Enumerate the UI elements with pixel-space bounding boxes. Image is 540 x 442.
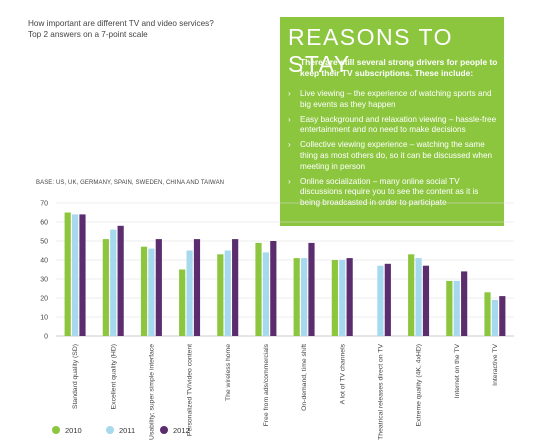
bar-2010 <box>255 242 262 336</box>
legend-item-2010: 2010 <box>52 426 82 435</box>
bar-2012 <box>422 265 430 336</box>
bar-2010 <box>179 269 186 336</box>
bar-2010 <box>140 246 148 336</box>
x-tick-label: Usability; super simple interface <box>148 344 155 440</box>
x-tick-label: Interactive TV <box>492 344 499 386</box>
arrow-right-icon: › <box>288 140 291 150</box>
bar-2010 <box>102 239 109 336</box>
callout-item-text: Live viewing – the experience of watchin… <box>300 89 492 109</box>
bar-2011 <box>262 252 270 336</box>
bar-2011 <box>148 248 155 336</box>
y-tick-label: 40 <box>40 258 48 265</box>
x-tick-label: Free from ads/commercials <box>263 343 270 426</box>
bar-2012 <box>155 239 162 336</box>
bar-2011 <box>186 250 193 336</box>
x-tick-label: Internet on the TV <box>454 344 461 399</box>
bar-2012 <box>499 296 506 336</box>
legend-swatch <box>106 426 114 434</box>
x-tick-label: The wireless home <box>225 344 232 401</box>
callout-item-text: Easy background and relaxation viewing –… <box>300 114 497 135</box>
bar-2011 <box>71 214 79 336</box>
callout-title: REASONS TO STAY <box>288 24 453 77</box>
bar-2012 <box>79 214 86 336</box>
bar-2010 <box>446 280 453 336</box>
bar-2011 <box>415 258 422 336</box>
x-tick-label: Extreme quality (4K, 4xHD) <box>416 344 423 426</box>
callout-item: › Collective viewing experience – watchin… <box>288 140 500 172</box>
bar-2010 <box>331 260 338 336</box>
legend-item-2011: 2011 <box>106 426 135 435</box>
x-tick-label: A lot of TV channels <box>339 343 346 404</box>
question-line-2: Top 2 answers on a 7-point scale <box>28 30 148 39</box>
arrow-right-icon: › <box>288 89 291 98</box>
bar-2012 <box>193 239 201 336</box>
legend-label: 2012 <box>173 426 190 435</box>
y-tick-label: 50 <box>40 239 48 246</box>
legend-swatch <box>52 426 60 434</box>
bar-2012 <box>308 242 315 336</box>
bar-2011 <box>453 280 460 336</box>
bar-2010 <box>408 254 415 336</box>
y-tick-label: 30 <box>40 277 48 284</box>
question-line-1: How important are different TV and video… <box>28 19 214 28</box>
bar-2010 <box>293 258 300 336</box>
legend-label: 2010 <box>65 426 82 435</box>
bar-2012 <box>270 241 277 336</box>
legend-swatch <box>160 426 168 434</box>
bar-2010 <box>217 254 224 336</box>
bar-2012 <box>232 239 239 336</box>
callout-item-text: Collective viewing experience – watching… <box>300 140 493 171</box>
arrow-right-icon: › <box>288 176 291 186</box>
base-note: BASE: US, UK, GERMANY, SPAIN, SWEDEN, CH… <box>36 180 225 186</box>
bar-2011 <box>377 265 384 336</box>
y-tick-label: 60 <box>40 220 48 227</box>
x-tick-label: Personalized TV/video content <box>187 344 194 436</box>
bar-2011 <box>110 229 117 336</box>
callout-list: › Live viewing – the experience of watchi… <box>288 89 500 213</box>
callout-item-text: Online socialization – many online socia… <box>300 176 479 208</box>
x-tick-label: Theatrical releases direct on TV <box>377 344 384 440</box>
callout-item: › Live viewing – the experience of watchi… <box>288 89 500 111</box>
callout-item: › Easy background and relaxation viewing … <box>288 115 500 137</box>
x-tick-label: Standard quality (SD) <box>72 344 79 409</box>
callout-intro: There are still several strong drivers f… <box>300 57 498 78</box>
bar-2011 <box>339 260 346 336</box>
reasons-callout-box: REASONS TO STAY There are still several … <box>280 17 504 226</box>
bar-2010 <box>64 212 71 336</box>
x-tick-label: On-demand, time shift <box>301 344 308 411</box>
x-tick-label: Excellent quality (HD) <box>110 344 117 409</box>
legend-label: 2011 <box>119 426 136 435</box>
bar-2012 <box>346 258 353 336</box>
callout-item: › Online socialization – many online soci… <box>288 177 500 209</box>
y-tick-label: 0 <box>44 334 48 341</box>
bar-2011 <box>300 258 308 336</box>
bar-2011 <box>491 299 499 336</box>
y-tick-label: 70 <box>40 201 48 208</box>
chart-question: How important are different TV and video… <box>28 18 214 40</box>
y-tick-label: 10 <box>40 315 48 322</box>
arrow-right-icon: › <box>288 114 291 124</box>
y-tick-label: 20 <box>40 296 48 303</box>
bar-2010 <box>484 292 491 336</box>
bar-2011 <box>224 250 231 336</box>
legend-item-2012: 2012 <box>160 426 190 435</box>
bar-2012 <box>461 271 468 336</box>
bar-2012 <box>117 225 124 336</box>
bar-2012 <box>384 263 391 336</box>
